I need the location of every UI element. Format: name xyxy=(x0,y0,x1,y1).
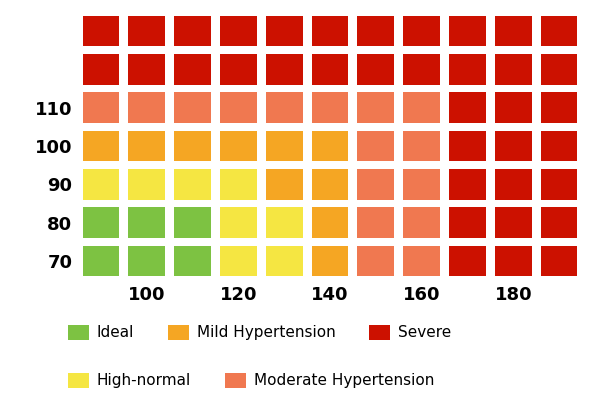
Bar xyxy=(266,246,302,276)
Bar xyxy=(128,92,165,123)
Bar xyxy=(449,16,486,46)
Bar xyxy=(83,131,119,161)
Bar xyxy=(266,92,302,123)
Bar xyxy=(495,54,532,85)
Bar xyxy=(174,16,211,46)
Bar xyxy=(495,246,532,276)
Bar xyxy=(403,169,440,200)
Bar xyxy=(174,169,211,200)
Bar xyxy=(174,131,211,161)
Bar xyxy=(541,92,577,123)
Bar xyxy=(266,169,302,200)
Bar xyxy=(358,54,394,85)
Bar xyxy=(311,169,349,200)
Bar xyxy=(358,169,394,200)
Bar xyxy=(128,169,165,200)
Bar xyxy=(220,131,257,161)
Bar xyxy=(358,92,394,123)
Bar xyxy=(449,54,486,85)
Bar xyxy=(220,54,257,85)
Bar xyxy=(403,92,440,123)
Bar xyxy=(495,169,532,200)
Bar xyxy=(128,246,165,276)
Bar xyxy=(174,246,211,276)
Bar xyxy=(541,169,577,200)
Bar xyxy=(449,169,486,200)
Bar xyxy=(449,207,486,238)
Bar xyxy=(449,92,486,123)
Bar xyxy=(449,246,486,276)
Bar xyxy=(174,54,211,85)
Bar xyxy=(174,92,211,123)
Bar xyxy=(220,169,257,200)
Bar xyxy=(403,16,440,46)
Bar xyxy=(541,246,577,276)
Bar xyxy=(266,16,302,46)
Bar xyxy=(495,16,532,46)
Bar xyxy=(266,54,302,85)
Bar xyxy=(403,131,440,161)
Bar xyxy=(311,246,349,276)
Bar xyxy=(128,54,165,85)
Bar xyxy=(266,131,302,161)
Bar xyxy=(83,92,119,123)
Bar xyxy=(220,92,257,123)
Bar xyxy=(311,207,349,238)
Bar xyxy=(358,131,394,161)
Bar xyxy=(541,54,577,85)
Bar xyxy=(266,207,302,238)
Bar xyxy=(128,16,165,46)
Bar xyxy=(358,16,394,46)
Bar xyxy=(311,54,349,85)
Bar xyxy=(128,207,165,238)
Bar xyxy=(541,16,577,46)
Bar xyxy=(495,92,532,123)
Bar xyxy=(495,131,532,161)
Bar xyxy=(403,246,440,276)
Bar xyxy=(541,131,577,161)
Bar xyxy=(220,207,257,238)
Bar xyxy=(311,131,349,161)
Bar xyxy=(311,16,349,46)
Bar xyxy=(83,207,119,238)
Bar xyxy=(541,207,577,238)
Bar xyxy=(220,16,257,46)
Bar xyxy=(220,246,257,276)
Bar xyxy=(358,207,394,238)
Bar xyxy=(83,169,119,200)
Bar xyxy=(174,207,211,238)
Bar xyxy=(403,54,440,85)
Bar xyxy=(311,92,349,123)
Legend: Ideal, Mild Hypertension, Severe: Ideal, Mild Hypertension, Severe xyxy=(68,325,451,340)
Bar xyxy=(495,207,532,238)
Legend: High-normal, Moderate Hypertension: High-normal, Moderate Hypertension xyxy=(68,373,434,388)
Bar xyxy=(403,207,440,238)
Bar xyxy=(83,246,119,276)
Bar xyxy=(83,54,119,85)
Bar xyxy=(358,246,394,276)
Bar xyxy=(83,16,119,46)
Bar xyxy=(449,131,486,161)
Bar xyxy=(128,131,165,161)
